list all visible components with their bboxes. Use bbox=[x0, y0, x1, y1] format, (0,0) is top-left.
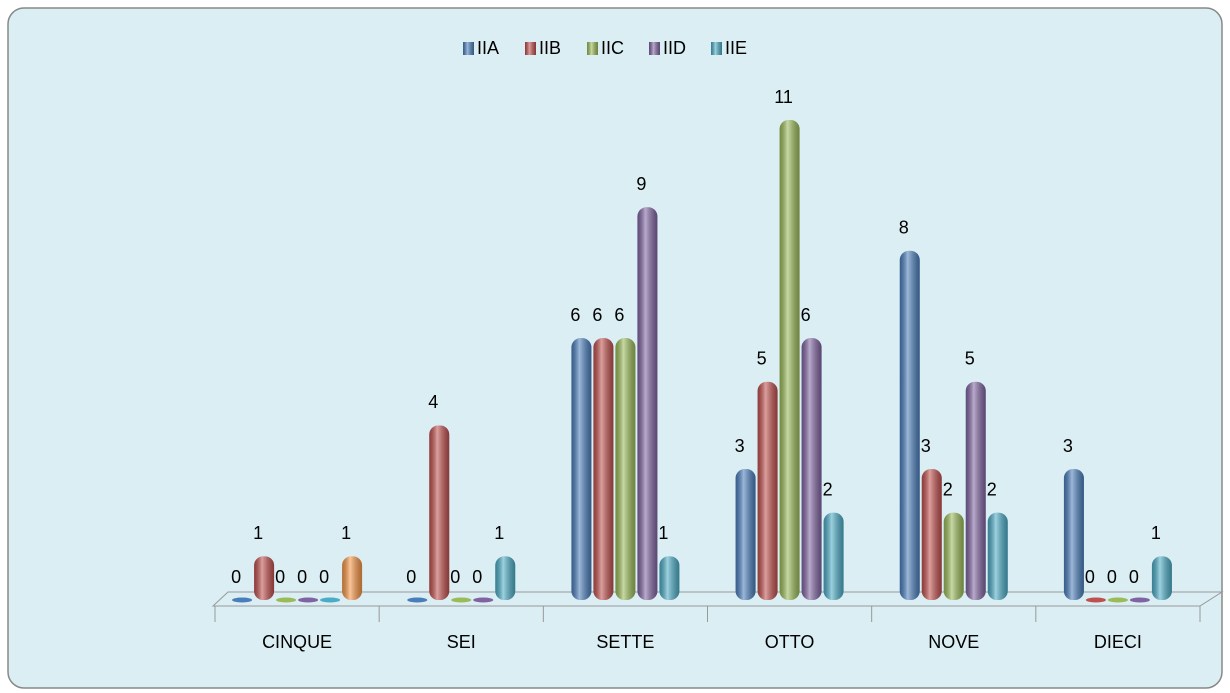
legend-label: IIE bbox=[725, 38, 747, 58]
bar-shine bbox=[429, 425, 450, 600]
bar bbox=[473, 597, 494, 603]
bar bbox=[451, 597, 472, 603]
bar-shine bbox=[1063, 469, 1084, 600]
legend-swatch-shine bbox=[525, 42, 536, 55]
data-label: 6 bbox=[614, 305, 624, 325]
bar-shine bbox=[779, 120, 800, 600]
bar-shine bbox=[495, 556, 516, 600]
legend-label: IIC bbox=[601, 38, 624, 58]
chart-background bbox=[7, 7, 1223, 689]
bar-shine bbox=[254, 556, 275, 600]
bar bbox=[232, 597, 253, 603]
bar bbox=[298, 597, 319, 603]
x-tick-label: CINQUE bbox=[262, 632, 332, 652]
data-label: 1 bbox=[1151, 523, 1161, 543]
data-label: 0 bbox=[297, 567, 307, 587]
legend-label: IIA bbox=[477, 38, 499, 58]
data-label: 5 bbox=[965, 349, 975, 369]
bar bbox=[1085, 597, 1106, 603]
bar-shine bbox=[823, 512, 844, 600]
bar-shine bbox=[593, 338, 614, 600]
data-label: 5 bbox=[757, 349, 767, 369]
bar bbox=[276, 597, 297, 603]
x-tick-label: SEI bbox=[447, 632, 476, 652]
bar-shine bbox=[921, 469, 942, 600]
legend-label: IID bbox=[663, 38, 686, 58]
data-label: 3 bbox=[735, 436, 745, 456]
bar-shine bbox=[801, 338, 822, 600]
bar-shine bbox=[571, 338, 592, 600]
data-label: 1 bbox=[253, 523, 263, 543]
bar bbox=[1107, 597, 1128, 603]
data-label: 0 bbox=[450, 567, 460, 587]
x-tick-label: OTTO bbox=[765, 632, 815, 652]
data-label: 0 bbox=[319, 567, 329, 587]
x-tick-label: SETTE bbox=[596, 632, 654, 652]
legend-swatch-shine bbox=[711, 42, 722, 55]
data-label: 1 bbox=[658, 523, 668, 543]
data-label: 0 bbox=[1129, 567, 1139, 587]
data-label: 3 bbox=[921, 436, 931, 456]
bar-shine bbox=[987, 512, 1008, 600]
bar-shine bbox=[615, 338, 636, 600]
data-label: 0 bbox=[1107, 567, 1117, 587]
bar-shine bbox=[757, 381, 778, 600]
x-tick-label: NOVE bbox=[928, 632, 979, 652]
bar-shine bbox=[899, 250, 920, 600]
bar bbox=[320, 597, 341, 603]
x-tick-label: DIECI bbox=[1094, 632, 1142, 652]
data-label: 0 bbox=[231, 567, 241, 587]
data-label: 0 bbox=[275, 567, 285, 587]
data-label: 6 bbox=[801, 305, 811, 325]
data-label: 0 bbox=[472, 567, 482, 587]
bar-shine bbox=[659, 556, 680, 600]
data-label: 2 bbox=[987, 479, 997, 499]
bar-shine bbox=[735, 469, 756, 600]
bar bbox=[1129, 597, 1150, 603]
data-label: 1 bbox=[341, 523, 351, 543]
data-label: 6 bbox=[570, 305, 580, 325]
data-label: 9 bbox=[636, 174, 646, 194]
data-label: 0 bbox=[1085, 567, 1095, 587]
bar-shine bbox=[1151, 556, 1172, 600]
bar-shine bbox=[637, 207, 658, 601]
data-label: 2 bbox=[823, 479, 833, 499]
data-label: 4 bbox=[428, 392, 438, 412]
bar-shine bbox=[943, 512, 964, 600]
bar-shine bbox=[965, 381, 986, 600]
legend-swatch-shine bbox=[587, 42, 598, 55]
data-label: 3 bbox=[1063, 436, 1073, 456]
legend-swatch-shine bbox=[463, 42, 474, 55]
legend-label: IIB bbox=[539, 38, 561, 58]
data-label: 1 bbox=[494, 523, 504, 543]
data-label: 6 bbox=[592, 305, 602, 325]
data-label: 0 bbox=[406, 567, 416, 587]
data-label: 11 bbox=[774, 87, 793, 107]
data-label: 8 bbox=[899, 218, 909, 238]
bar-shine bbox=[342, 556, 363, 600]
legend-swatch-shine bbox=[649, 42, 660, 55]
data-label: 2 bbox=[943, 479, 953, 499]
bar bbox=[407, 597, 428, 603]
